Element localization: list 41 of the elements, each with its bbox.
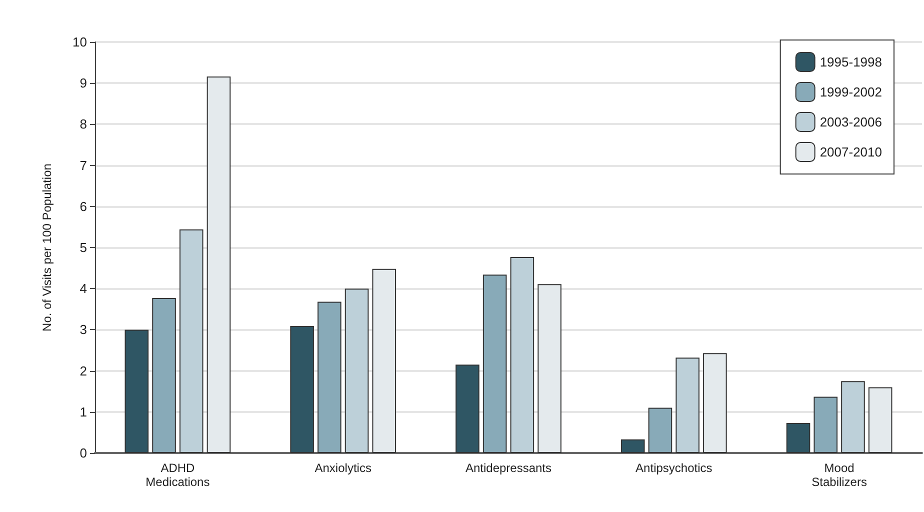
legend-label: 2007-2010 xyxy=(820,144,882,160)
bar xyxy=(372,268,396,453)
bar xyxy=(703,353,727,453)
legend-label: 1999-2002 xyxy=(820,84,882,100)
bar xyxy=(676,358,700,453)
x-tick-label: ADHD Medications xyxy=(146,461,210,489)
bar xyxy=(206,76,231,453)
bar xyxy=(786,422,810,453)
x-tick-label: Mood Stabilizers xyxy=(812,461,867,489)
y-tick-label: 0 xyxy=(80,446,87,460)
bar xyxy=(290,326,314,453)
y-tick-label: 10 xyxy=(72,34,87,50)
y-tick-label: 2 xyxy=(80,363,87,378)
y-tick-label: 6 xyxy=(80,198,87,214)
y-tick-label: 3 xyxy=(80,322,87,338)
bar xyxy=(868,387,892,453)
legend-label: 1995-1998 xyxy=(820,54,882,70)
y-tick-label: 1 xyxy=(80,404,87,420)
bar xyxy=(124,330,149,453)
bar xyxy=(344,288,369,453)
bar xyxy=(814,396,838,453)
y-tick-label: 5 xyxy=(80,240,87,255)
bar xyxy=(648,408,672,453)
bar xyxy=(538,284,562,453)
x-tick-label: Antidepressants xyxy=(465,461,552,475)
bar xyxy=(841,381,865,453)
bar xyxy=(482,274,507,453)
bar xyxy=(179,229,204,453)
y-axis-title: No. of Visits per 100 Population xyxy=(40,164,54,332)
y-tick-label: 9 xyxy=(80,76,87,91)
bar xyxy=(510,256,534,453)
x-tick-label: Anxiolytics xyxy=(314,461,372,475)
bar xyxy=(318,302,342,453)
y-tick-label: 4 xyxy=(80,281,87,296)
y-tick-label: 8 xyxy=(80,116,87,132)
bar xyxy=(152,298,176,453)
x-tick-label: Antipsychotics xyxy=(636,461,712,475)
legend-label: 2003-2006 xyxy=(820,114,882,130)
y-tick-label: 7 xyxy=(80,158,87,173)
bar xyxy=(620,439,645,453)
bar xyxy=(456,364,480,453)
